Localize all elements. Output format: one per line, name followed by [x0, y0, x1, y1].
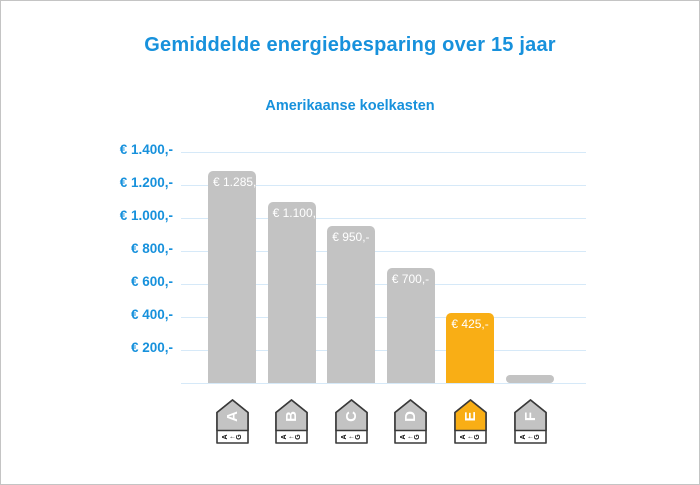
energy-class-letter: B [283, 411, 300, 422]
y-axis-label: € 1.000,- [119, 208, 173, 223]
y-axis-label: € 400,- [130, 307, 173, 322]
energy-class-tag-f-icon: F A ← G [513, 399, 547, 444]
energy-class-tag-c-icon: C A ← G [334, 399, 368, 444]
energy-scale-from: A [222, 434, 229, 439]
bar-value-label: € 425,- [451, 316, 489, 331]
energy-scale-from: A [520, 434, 527, 439]
energy-scale-arrow-icon: ← [229, 434, 236, 441]
gridline [181, 152, 586, 153]
energy-class-letter: E [462, 411, 479, 421]
gridline [181, 350, 586, 351]
energy-tag-body [394, 399, 428, 432]
energy-scale-from: A [460, 434, 467, 439]
bar-value-label: € 1.285,- [213, 174, 261, 189]
energy-scale-to: G [295, 434, 302, 440]
energy-tag-body [334, 399, 368, 432]
x-axis-baseline [181, 383, 586, 384]
energy-class-letter: D [402, 411, 419, 422]
gridline [181, 185, 586, 186]
energy-scale-to: G [236, 434, 243, 440]
energy-scale-arrow-icon: ← [407, 434, 414, 441]
energy-scale-from: A [341, 434, 348, 439]
bar-value-label: € 1.100,- [272, 205, 320, 220]
energy-class-tag-b-icon: B A ← G [275, 399, 308, 444]
bar-value-label: € 950,- [332, 230, 370, 245]
bar-a: € 1.285,- [208, 170, 261, 383]
energy-class-letter: C [343, 411, 360, 422]
energy-tag-body [454, 399, 487, 432]
energy-scale-to: G [474, 434, 481, 440]
gridline [181, 317, 586, 318]
bar-b: € 1.100,- [267, 201, 320, 383]
energy-tag-body [513, 399, 547, 432]
energy-scale-arrow-icon: ← [288, 434, 295, 441]
energy-tag-body [275, 399, 308, 432]
energy-scale-from: A [400, 434, 407, 439]
y-axis-label: € 1.200,- [119, 175, 173, 190]
bar-e: € 425,- [446, 312, 495, 383]
energy-scale-to: G [414, 434, 421, 440]
energy-class-tag-d-icon: D A ← G [394, 399, 428, 444]
bar-f [506, 374, 554, 383]
energy-class-tag-e-icon: E A ← G [454, 399, 487, 444]
energy-class-tag-a-icon: AA ← G [215, 399, 249, 444]
energy-scale-arrow-icon: ← [348, 434, 355, 441]
energy-scale-to: G [534, 434, 541, 440]
bar-value-label: € 700,- [391, 271, 430, 286]
energy-scale-arrow-icon: ← [527, 434, 534, 441]
bar-c: € 950,- [327, 226, 376, 383]
gridline [181, 251, 586, 252]
energy-scale-from: A [281, 434, 288, 439]
y-axis-label: € 600,- [130, 274, 173, 289]
energy-scale-arrow-icon: ← [467, 434, 474, 441]
gridline [181, 218, 586, 219]
energy-tag-body [215, 399, 249, 432]
chart-subtitle: Amerikaanse koelkasten [265, 98, 435, 114]
y-axis-label: € 1.400,- [119, 142, 173, 157]
gridline [181, 284, 586, 285]
energy-class-letter: A [224, 411, 241, 422]
chart-title: Gemiddelde energiebesparing over 15 jaar [144, 34, 556, 56]
y-axis-label: € 200,- [130, 340, 173, 355]
energy-scale-to: G [355, 434, 362, 440]
energy-class-letter: F [522, 412, 539, 421]
bar-d: € 700,- [386, 267, 435, 383]
y-axis-label: € 800,- [130, 241, 173, 256]
